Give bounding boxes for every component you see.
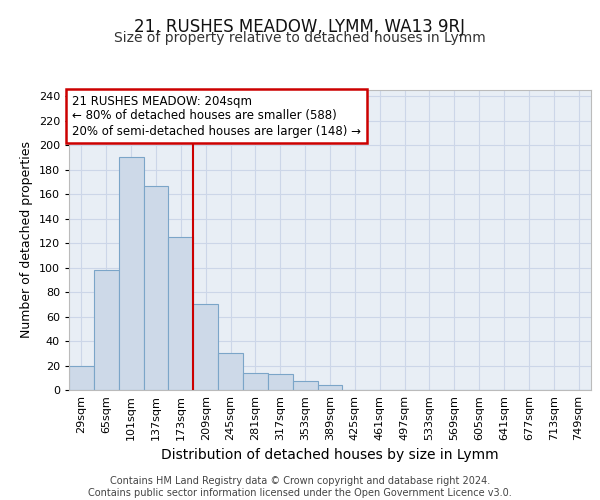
X-axis label: Distribution of detached houses by size in Lymm: Distribution of detached houses by size … (161, 448, 499, 462)
Bar (94, 270, 119, 390)
Bar (218, 354, 243, 390)
Bar (243, 373, 268, 390)
Bar (69, 366, 94, 390)
Text: Size of property relative to detached houses in Lymm: Size of property relative to detached ho… (114, 31, 486, 45)
Text: 21 RUSHES MEADOW: 204sqm
← 80% of detached houses are smaller (588)
20% of semi-: 21 RUSHES MEADOW: 204sqm ← 80% of detach… (71, 94, 361, 138)
Bar (193, 304, 218, 390)
Bar (293, 382, 317, 390)
Text: 21, RUSHES MEADOW, LYMM, WA13 9RJ: 21, RUSHES MEADOW, LYMM, WA13 9RJ (134, 18, 466, 36)
Bar (143, 186, 169, 390)
Y-axis label: Number of detached properties: Number of detached properties (20, 142, 33, 338)
Bar (317, 385, 343, 390)
Bar (119, 158, 143, 390)
Text: Contains HM Land Registry data © Crown copyright and database right 2024.
Contai: Contains HM Land Registry data © Crown c… (88, 476, 512, 498)
Bar (169, 237, 193, 390)
Bar (268, 374, 293, 390)
